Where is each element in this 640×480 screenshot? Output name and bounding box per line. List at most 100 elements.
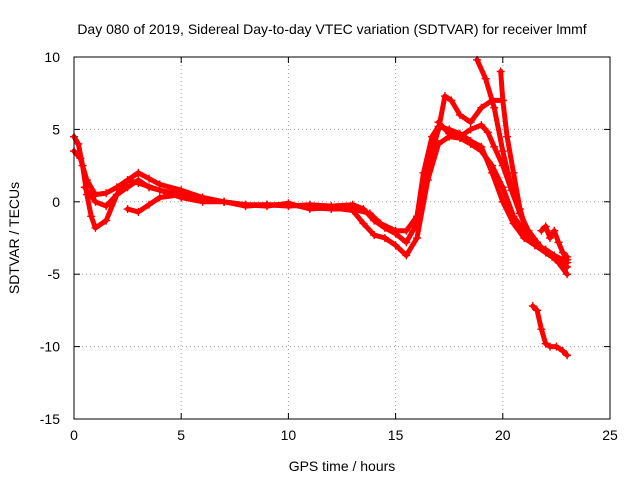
data-point — [413, 234, 422, 242]
data-point — [558, 346, 567, 355]
x-axis-label: GPS time / hours — [289, 458, 396, 474]
data-point — [447, 96, 456, 105]
y-tick-label: 10 — [44, 49, 60, 65]
data-point — [558, 248, 567, 257]
data-point — [241, 200, 250, 209]
data-point — [545, 234, 554, 242]
data-series-trace-7 — [496, 67, 537, 242]
y-axis-label: SDTVAR / TECUs — [6, 182, 22, 294]
data-point — [198, 193, 207, 202]
x-tick-label: 0 — [70, 427, 78, 443]
data-point — [455, 110, 464, 119]
x-tick-label: 10 — [281, 427, 297, 443]
data-point — [466, 118, 475, 127]
data-point — [528, 234, 537, 242]
data-point — [550, 251, 559, 260]
data-point — [498, 183, 507, 192]
data-point — [370, 231, 379, 240]
data-point — [123, 205, 132, 214]
data-point — [477, 147, 486, 156]
data-point — [134, 176, 143, 185]
data-point — [440, 92, 449, 101]
data-point — [541, 339, 550, 348]
data-point — [402, 251, 411, 260]
data-point — [488, 161, 497, 170]
data-point — [466, 125, 475, 134]
data-point — [515, 205, 524, 214]
x-tick-label: 20 — [495, 427, 511, 443]
data-point — [380, 223, 389, 232]
data-point — [327, 202, 336, 211]
y-tick-label: 5 — [52, 121, 60, 137]
data-point — [455, 132, 464, 141]
data-series-line — [530, 303, 570, 358]
y-tick-label: -5 — [48, 266, 61, 282]
data-layer — [70, 55, 572, 360]
data-point — [466, 139, 475, 148]
data-point — [74, 139, 83, 148]
data-point — [145, 174, 154, 183]
data-point — [305, 200, 314, 209]
data-point — [155, 193, 164, 202]
data-point — [348, 200, 357, 209]
data-point — [537, 325, 546, 334]
y-tick-label: -10 — [40, 339, 60, 355]
data-point — [177, 190, 186, 199]
data-point — [533, 241, 542, 250]
data-point — [434, 125, 443, 134]
data-point — [359, 219, 368, 228]
data-point — [563, 255, 572, 264]
data-point — [483, 128, 492, 137]
data-point — [262, 200, 271, 209]
data-point — [503, 132, 512, 141]
data-point — [445, 129, 454, 138]
data-point — [370, 216, 379, 225]
y-tick-label: 0 — [52, 194, 60, 210]
x-tick-label: 5 — [177, 427, 185, 443]
data-point — [423, 161, 432, 170]
data-point — [91, 223, 100, 232]
data-series-trace-9 — [528, 302, 572, 360]
data-point — [413, 219, 422, 228]
data-point — [434, 118, 443, 127]
data-point — [155, 180, 164, 189]
data-point — [528, 302, 537, 311]
chart-title: Day 080 of 2019, Sidereal Day-to-day VTE… — [77, 21, 586, 37]
data-point — [498, 147, 507, 156]
data-point — [91, 197, 100, 206]
data-point — [498, 96, 507, 105]
data-point — [496, 67, 505, 76]
x-tick-label: 25 — [602, 427, 618, 443]
data-point — [522, 226, 531, 235]
data-point — [552, 342, 561, 351]
data-point — [145, 200, 154, 209]
data-point — [563, 270, 572, 279]
tick-layer: 0 5 10 15 20 25 -15 -10 -5 0 5 10 — [40, 49, 618, 443]
data-point — [498, 197, 507, 206]
data-series-line — [71, 134, 570, 266]
data-point — [402, 226, 411, 235]
data-point — [80, 183, 89, 192]
data-point — [359, 205, 368, 214]
data-point — [537, 226, 546, 235]
data-point — [380, 234, 389, 242]
data-point — [477, 103, 486, 112]
data-point — [87, 212, 96, 221]
data-point — [220, 197, 229, 206]
data-point — [554, 238, 563, 247]
data-point — [563, 351, 572, 360]
data-point — [541, 222, 550, 231]
data-point — [481, 74, 490, 83]
data-point — [391, 241, 400, 250]
data-point — [112, 190, 121, 199]
plot-frame — [73, 56, 611, 420]
data-point — [123, 176, 132, 185]
data-series-trace-4 — [123, 190, 186, 216]
data-series-trace-8 — [537, 222, 572, 264]
data-point — [477, 121, 486, 130]
data-point — [134, 207, 143, 216]
data-point — [541, 245, 550, 254]
data-point — [102, 216, 111, 225]
data-point — [509, 168, 518, 177]
data-point — [509, 212, 518, 221]
